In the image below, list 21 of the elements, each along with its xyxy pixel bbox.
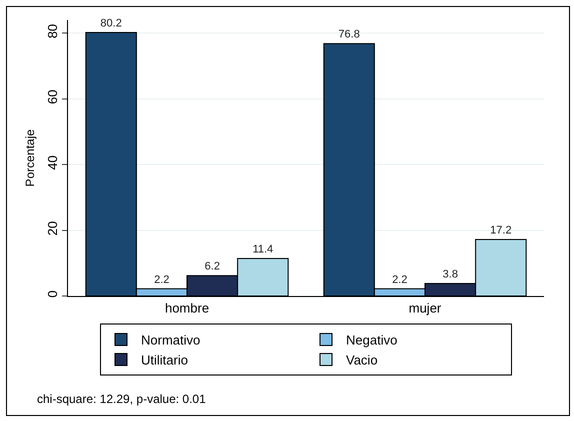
text: chi-square: 12.29, p-value: 0.01: [37, 392, 206, 406]
legend-label: Negativo: [346, 332, 398, 348]
legend-label: Normativo: [141, 332, 200, 348]
legend-label: Utilitario: [141, 352, 188, 368]
y-tick-label: 80: [44, 24, 60, 38]
y-axis-title: Porcentaje: [23, 128, 37, 187]
data-label: 2.2: [392, 274, 408, 286]
data-label: 6.2: [204, 260, 220, 273]
y-tick-label: 40: [44, 155, 60, 170]
data-label: 17.2: [490, 224, 512, 236]
y-tick-label: 0: [44, 290, 60, 298]
legend-label: Vacio: [346, 352, 378, 368]
data-label: 3.8: [442, 268, 458, 281]
data-label: 11.4: [252, 244, 274, 256]
x-tick-label: mujer: [408, 300, 442, 316]
data-label: 80.2: [100, 17, 122, 30]
data-label: 2.2: [154, 274, 170, 286]
data-label: 76.8: [338, 28, 360, 41]
y-tick-label: 20: [44, 221, 60, 236]
y-tick-label: 60: [44, 90, 60, 104]
x-tick-label: hombre: [164, 300, 210, 316]
